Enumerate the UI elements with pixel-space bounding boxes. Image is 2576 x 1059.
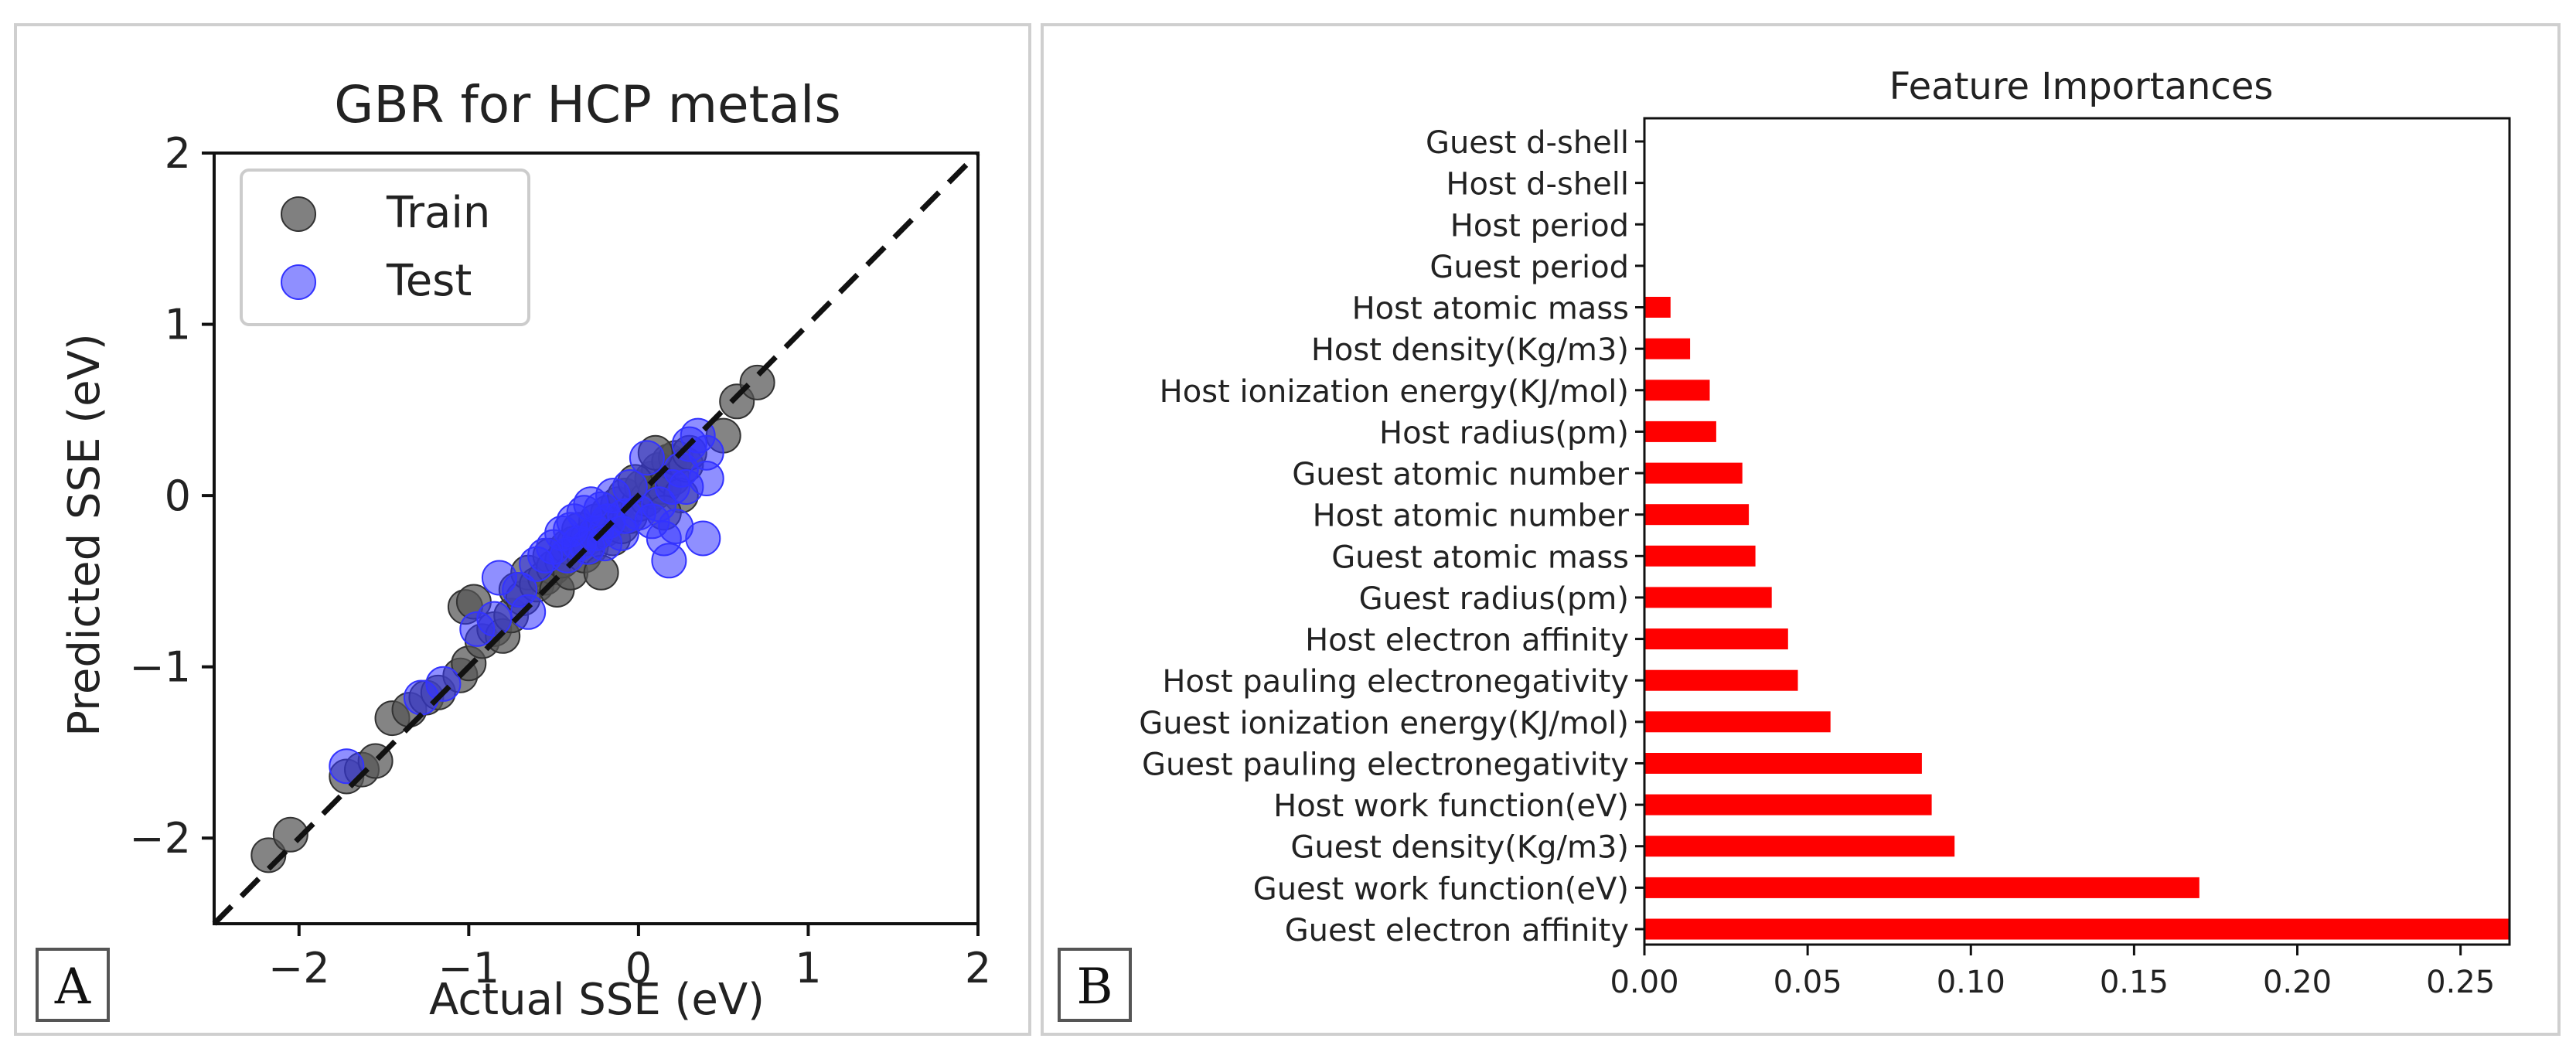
bar-category-label-5: Host density(Kg/m3) — [1311, 332, 1629, 368]
bar-axes-frame — [1643, 117, 2511, 946]
bar-category-label-1: Host d-shell — [1446, 167, 1629, 203]
bar-category-label-16: Host work function(eV) — [1273, 788, 1629, 824]
bar-x-tick-label: 0.00 — [1610, 965, 1678, 1000]
bar-category-label-8: Guest atomic number — [1292, 457, 1629, 492]
scatter-y-tick-label: −1 — [129, 643, 191, 692]
scatter-y-ticks: −2 −1 0 1 2 — [129, 129, 214, 863]
scatter-x-tick-label: 1 — [795, 944, 821, 993]
scatter-y-tick-label: 2 — [165, 129, 191, 178]
bar-category-label-2: Host period — [1450, 208, 1629, 243]
scatter-y-tick-label: 1 — [165, 301, 191, 349]
bar-18 — [1644, 877, 2199, 898]
bar-category-label-7: Host radius(pm) — [1379, 415, 1629, 451]
bar-x-tick-label: 0.15 — [2100, 965, 2169, 1000]
scatter-y-axis-label: Predicted SSE (eV) — [60, 333, 110, 736]
panel-b-letter-box — [1058, 948, 1132, 1022]
panel-b-letter: B — [1076, 959, 1113, 1016]
scatter-x-tick-label: 2 — [965, 944, 991, 993]
bar-category-label-10: Guest atomic mass — [1331, 540, 1629, 575]
scatter-point-test-4 — [476, 601, 513, 637]
scatter-point-test-39 — [685, 520, 721, 557]
bar-chart-title: Feature Importances — [1889, 65, 2274, 108]
scatter-points — [250, 364, 775, 873]
scatter-title: GBR for HCP metals — [334, 75, 840, 135]
bar-category-label-3: Guest period — [1429, 250, 1629, 285]
bar-x-tick-label: 0.20 — [2263, 965, 2332, 1000]
scatter-x-ticks: −2 −1 0 1 2 — [268, 924, 991, 993]
scatter-point-train-1 — [272, 816, 308, 853]
bar-category-label-9: Host atomic number — [1313, 499, 1630, 534]
scatter-point-test-32 — [651, 543, 687, 579]
legend-marker-train — [281, 196, 316, 232]
bar-14 — [1644, 711, 1831, 733]
bar-series — [1644, 297, 2510, 940]
bar-category-label-18: Guest work function(eV) — [1253, 871, 1629, 907]
bar-category-label-4: Host atomic mass — [1352, 291, 1629, 327]
scatter-point-test-7 — [510, 594, 547, 630]
bar-7 — [1644, 421, 1716, 442]
bar-x-tick-label: 0.10 — [1937, 965, 2005, 1000]
bar-6 — [1644, 380, 1710, 401]
bar-9 — [1644, 504, 1750, 526]
scatter-x-tick-label: 0 — [625, 944, 652, 993]
bar-12 — [1644, 628, 1788, 650]
bar-x-tick-label: 0.25 — [2426, 965, 2495, 1000]
scatter-point-test-41 — [688, 434, 724, 471]
scatter-point-test-2 — [425, 666, 462, 702]
panel-a-letter-box — [36, 948, 110, 1022]
legend-marker-test — [281, 264, 316, 300]
bar-category-label-19: Guest electron affinity — [1285, 913, 1629, 948]
scatter-legend: Train Test — [240, 169, 530, 326]
bar-category-label-6: Host ionization energy(KJ/mol) — [1160, 374, 1629, 410]
scatter-chart: GBR for HCP metals −2 −1 0 1 2 −2 −1 0 1 2 Actua… — [36, 75, 991, 1025]
legend-label-train: Train — [386, 188, 490, 238]
bar-category-label-0: Guest d-shell — [1426, 125, 1629, 161]
bar-11 — [1644, 587, 1772, 608]
identity-reference-line — [212, 151, 980, 926]
bar-x-tick-label: 0.05 — [1774, 965, 1842, 1000]
scatter-point-test-28 — [629, 440, 665, 476]
bar-16 — [1644, 794, 1932, 816]
bar-4 — [1644, 297, 1671, 318]
bar-10 — [1644, 545, 1756, 567]
bar-15 — [1644, 753, 1922, 774]
bar-category-label-15: Guest pauling electronegativity — [1142, 747, 1629, 782]
bar-category-label-17: Guest density(Kg/m3) — [1290, 830, 1629, 866]
scatter-x-tick-label: −2 — [268, 944, 330, 993]
bar-category-label-11: Guest radius(pm) — [1359, 581, 1629, 617]
bar-5 — [1644, 338, 1691, 359]
bar-17 — [1644, 836, 1955, 857]
bar-19 — [1644, 918, 2510, 940]
bar-category-label-13: Host pauling electronegativity — [1162, 664, 1629, 700]
bar-x-ticks: 0.00 0.05 0.10 0.15 0.20 0.25 — [1610, 945, 2495, 1000]
bar-8 — [1644, 462, 1743, 484]
scatter-x-axis-label: Actual SSE (eV) — [429, 975, 765, 1025]
scatter-point-train-60 — [739, 364, 775, 400]
feature-importance-chart: Feature Importances 0.00 0.05 0.10 0.15 0.20… — [1058, 65, 2511, 1022]
bar-category-label-12: Host electron affinity — [1305, 623, 1629, 659]
panel-b-frame — [1041, 23, 2561, 1036]
panel-a-letter: A — [54, 959, 91, 1016]
bar-13 — [1644, 669, 1798, 691]
bar-category-labels: Guest d-shell Host d-shell Host period Gues… — [1139, 125, 1644, 948]
scatter-y-tick-label: 0 — [165, 472, 191, 520]
bar-category-label-14: Guest ionization energy(KJ/mol) — [1139, 706, 1629, 741]
scatter-y-tick-label: −2 — [129, 814, 191, 863]
scatter-point-test-0 — [329, 748, 365, 785]
legend-label-test: Test — [386, 256, 472, 306]
scatter-axes-frame — [213, 152, 980, 925]
scatter-x-tick-label: −1 — [438, 944, 500, 993]
